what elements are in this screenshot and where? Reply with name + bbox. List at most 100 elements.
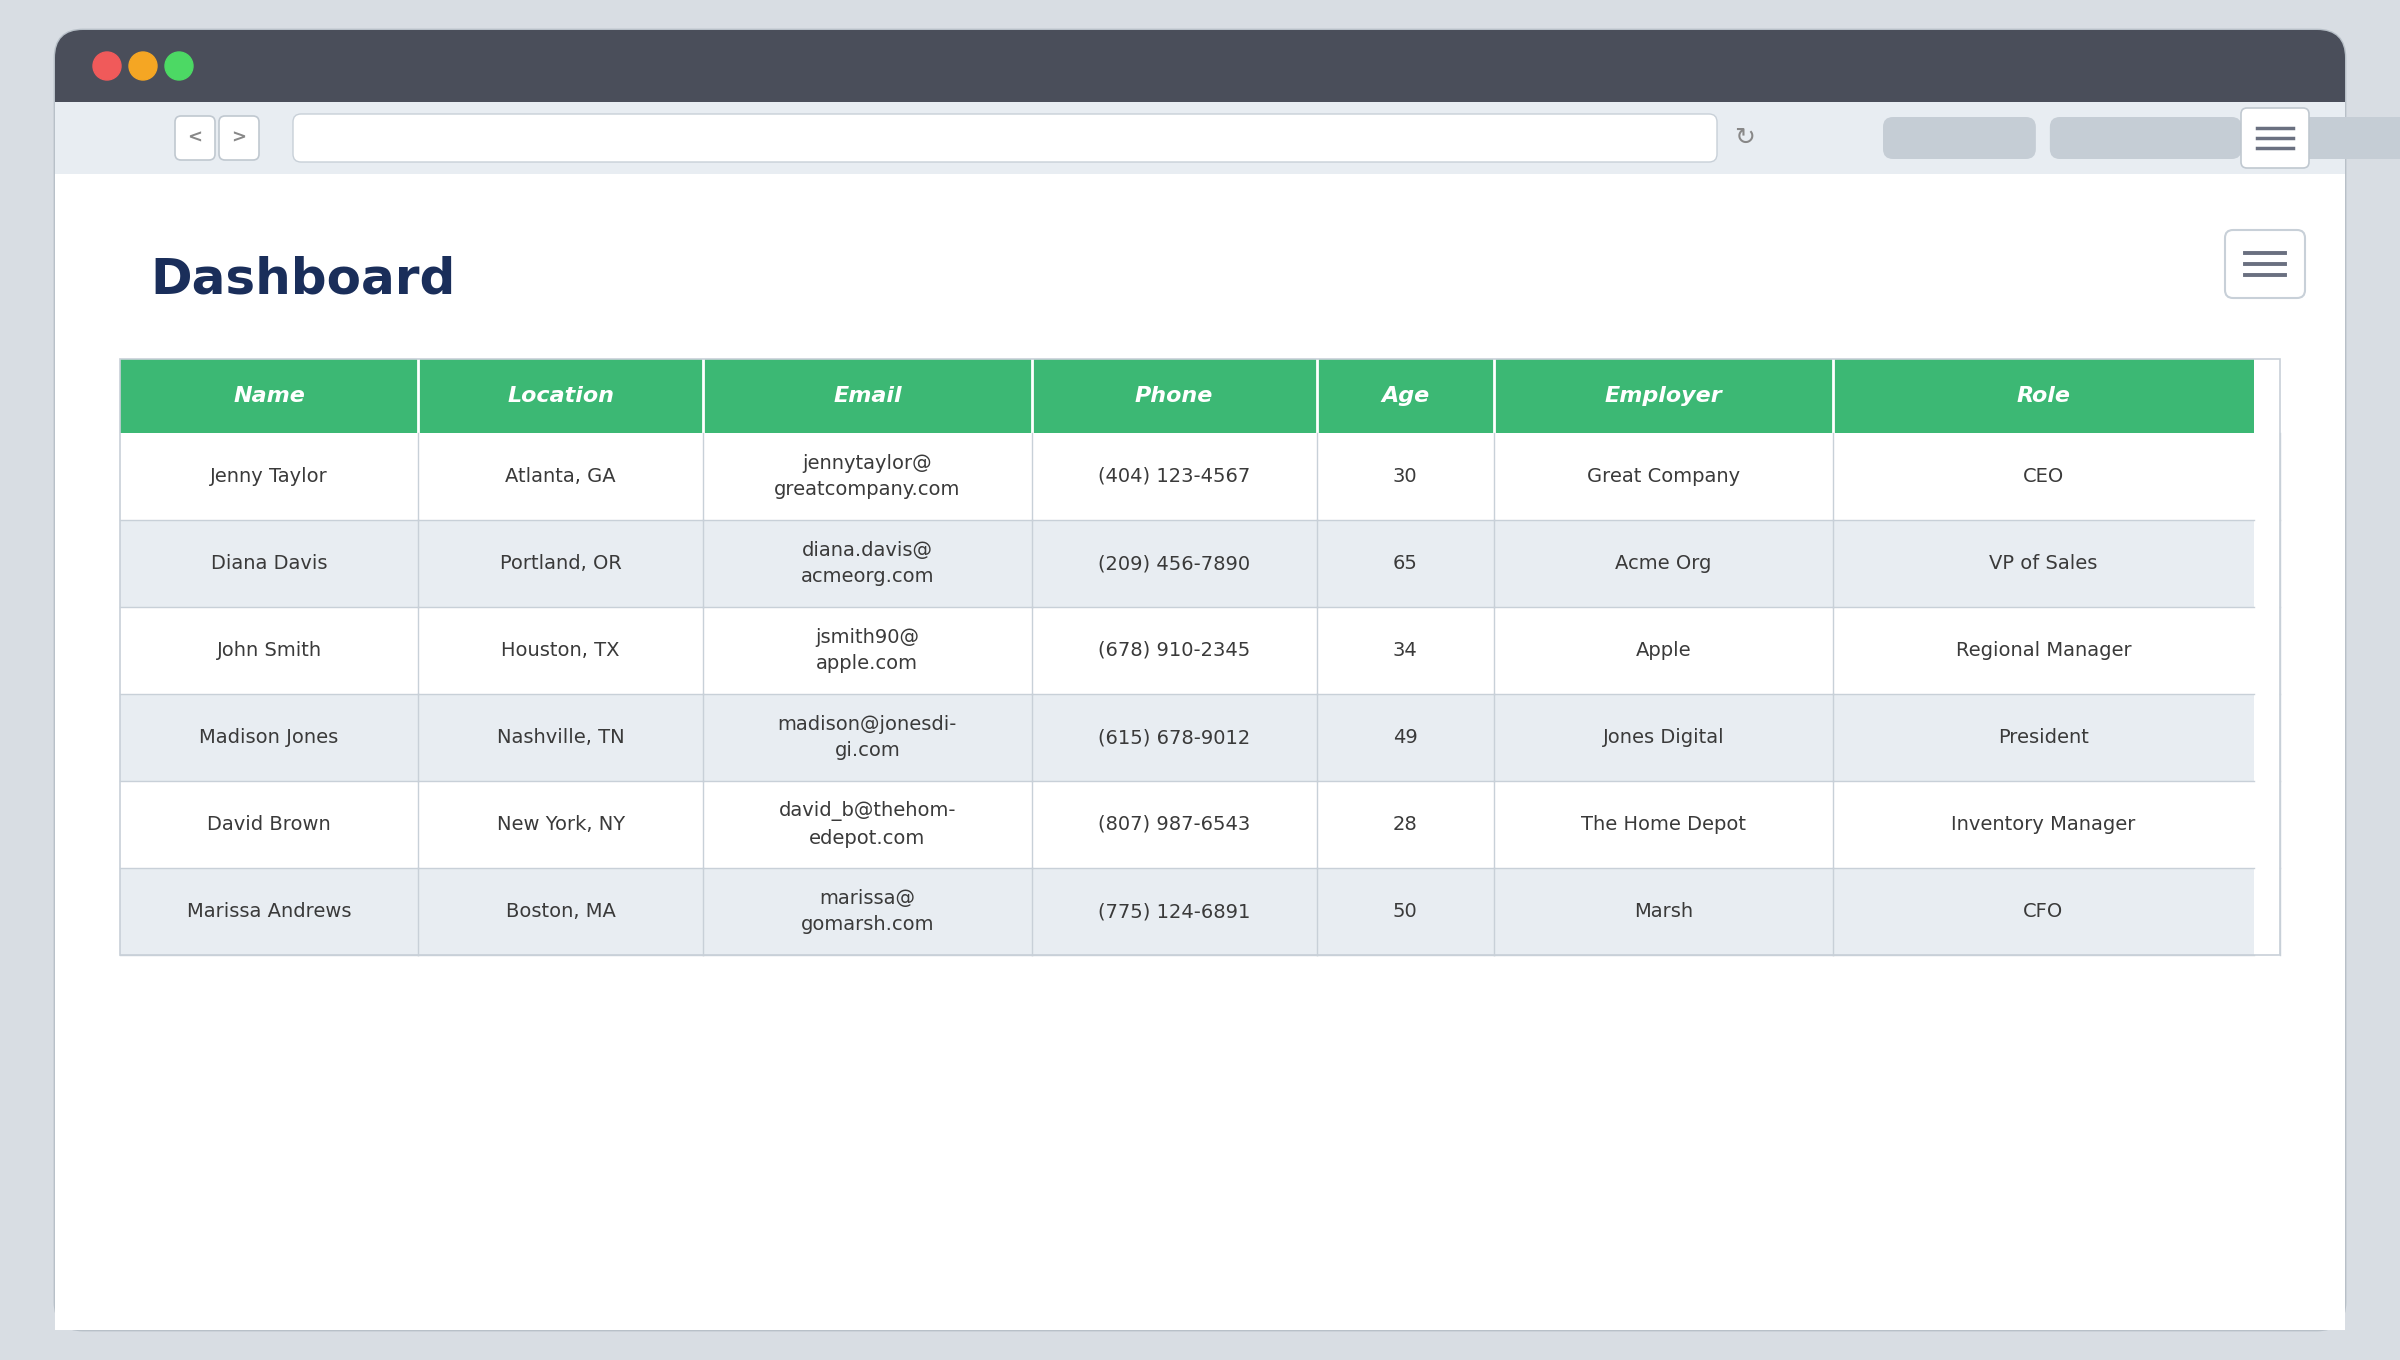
Bar (1493, 607, 1834, 694)
Text: Marsh: Marsh (1634, 902, 1692, 921)
FancyBboxPatch shape (55, 30, 2345, 102)
Bar (703, 868, 1032, 955)
Bar (703, 781, 1032, 868)
Circle shape (94, 52, 120, 80)
Text: Diana Davis: Diana Davis (211, 554, 326, 573)
Circle shape (130, 52, 156, 80)
Text: John Smith: John Smith (216, 641, 322, 660)
FancyBboxPatch shape (2050, 117, 2242, 159)
Bar (1834, 359, 2254, 432)
Text: The Home Depot: The Home Depot (1582, 815, 1745, 834)
Text: VP of Sales: VP of Sales (1990, 554, 2098, 573)
Bar (1493, 694, 1834, 781)
Text: Houston, TX: Houston, TX (502, 641, 619, 660)
Bar (1032, 359, 1318, 432)
Circle shape (166, 52, 192, 80)
Bar (120, 868, 418, 955)
Text: 28: 28 (1392, 815, 1418, 834)
FancyBboxPatch shape (293, 114, 1716, 162)
Text: Great Company: Great Company (1586, 466, 1740, 486)
Text: Marissa Andrews: Marissa Andrews (187, 902, 350, 921)
Bar (418, 520, 703, 607)
Text: New York, NY: New York, NY (497, 815, 624, 834)
Bar (1032, 781, 1318, 868)
Text: Phone: Phone (1135, 386, 1214, 407)
FancyBboxPatch shape (2225, 230, 2304, 298)
Bar (418, 781, 703, 868)
Bar (1318, 781, 1493, 868)
Bar (1318, 359, 1493, 432)
Text: 49: 49 (1392, 728, 1418, 747)
Text: (209) 456-7890: (209) 456-7890 (1099, 554, 1250, 573)
Text: Inventory Manager: Inventory Manager (1951, 815, 2136, 834)
Text: 65: 65 (1392, 554, 1418, 573)
Bar (1493, 520, 1834, 607)
FancyBboxPatch shape (55, 30, 2345, 1330)
Text: Acme Org: Acme Org (1615, 554, 1711, 573)
Bar (703, 520, 1032, 607)
Text: >: > (230, 129, 247, 147)
Bar (1834, 694, 2254, 781)
Bar (55, 73, 2345, 102)
Bar (703, 694, 1032, 781)
Text: CEO: CEO (2023, 466, 2064, 486)
FancyBboxPatch shape (175, 116, 216, 160)
Bar (1318, 694, 1493, 781)
Text: Jenny Taylor: Jenny Taylor (211, 466, 329, 486)
FancyBboxPatch shape (2242, 107, 2309, 169)
Text: Atlanta, GA: Atlanta, GA (506, 466, 617, 486)
Text: ↻: ↻ (1735, 126, 1754, 150)
Text: Portland, OR: Portland, OR (499, 554, 622, 573)
Bar (418, 432, 703, 520)
Bar (55, 174, 2345, 1330)
Text: Role: Role (2016, 386, 2071, 407)
Bar (120, 432, 418, 520)
Bar (120, 781, 418, 868)
Bar (1834, 781, 2254, 868)
Bar (1493, 432, 1834, 520)
FancyBboxPatch shape (1884, 117, 2035, 159)
Bar (1318, 520, 1493, 607)
Bar (1834, 607, 2254, 694)
Bar (120, 607, 418, 694)
Text: President: President (1999, 728, 2088, 747)
Bar (1493, 868, 1834, 955)
Bar (1834, 432, 2254, 520)
Text: 30: 30 (1392, 466, 1418, 486)
Text: Location: Location (506, 386, 614, 407)
Text: marissa@
gomarsh.com: marissa@ gomarsh.com (802, 888, 934, 934)
Text: (807) 987-6543: (807) 987-6543 (1097, 815, 1250, 834)
Text: 50: 50 (1392, 902, 1418, 921)
Bar (120, 359, 418, 432)
Bar (1032, 520, 1318, 607)
Bar (418, 868, 703, 955)
Bar (1318, 868, 1493, 955)
Text: Name: Name (233, 386, 305, 407)
Text: Nashville, TN: Nashville, TN (497, 728, 624, 747)
Bar (703, 359, 1032, 432)
Text: <: < (187, 129, 202, 147)
Bar (1032, 432, 1318, 520)
FancyBboxPatch shape (2256, 117, 2400, 159)
Bar (703, 607, 1032, 694)
Text: Regional Manager: Regional Manager (1956, 641, 2131, 660)
Text: CFO: CFO (2023, 902, 2064, 921)
Bar (703, 432, 1032, 520)
Text: diana.davis@
acmeorg.com: diana.davis@ acmeorg.com (802, 541, 934, 586)
Bar (1032, 868, 1318, 955)
Bar (1493, 781, 1834, 868)
Bar (55, 102, 2345, 174)
Bar (418, 359, 703, 432)
Text: David Brown: David Brown (206, 815, 331, 834)
Text: 34: 34 (1392, 641, 1418, 660)
Text: Jones Digital: Jones Digital (1603, 728, 1723, 747)
Text: madison@jonesdi-
gi.com: madison@jonesdi- gi.com (778, 715, 958, 760)
Text: (775) 124-6891: (775) 124-6891 (1097, 902, 1250, 921)
Text: (615) 678-9012: (615) 678-9012 (1097, 728, 1250, 747)
Text: Apple: Apple (1634, 641, 1692, 660)
Text: Madison Jones: Madison Jones (199, 728, 338, 747)
Bar (1318, 607, 1493, 694)
Bar (1318, 432, 1493, 520)
Text: (678) 910-2345: (678) 910-2345 (1097, 641, 1250, 660)
Text: Employer: Employer (1606, 386, 1723, 407)
